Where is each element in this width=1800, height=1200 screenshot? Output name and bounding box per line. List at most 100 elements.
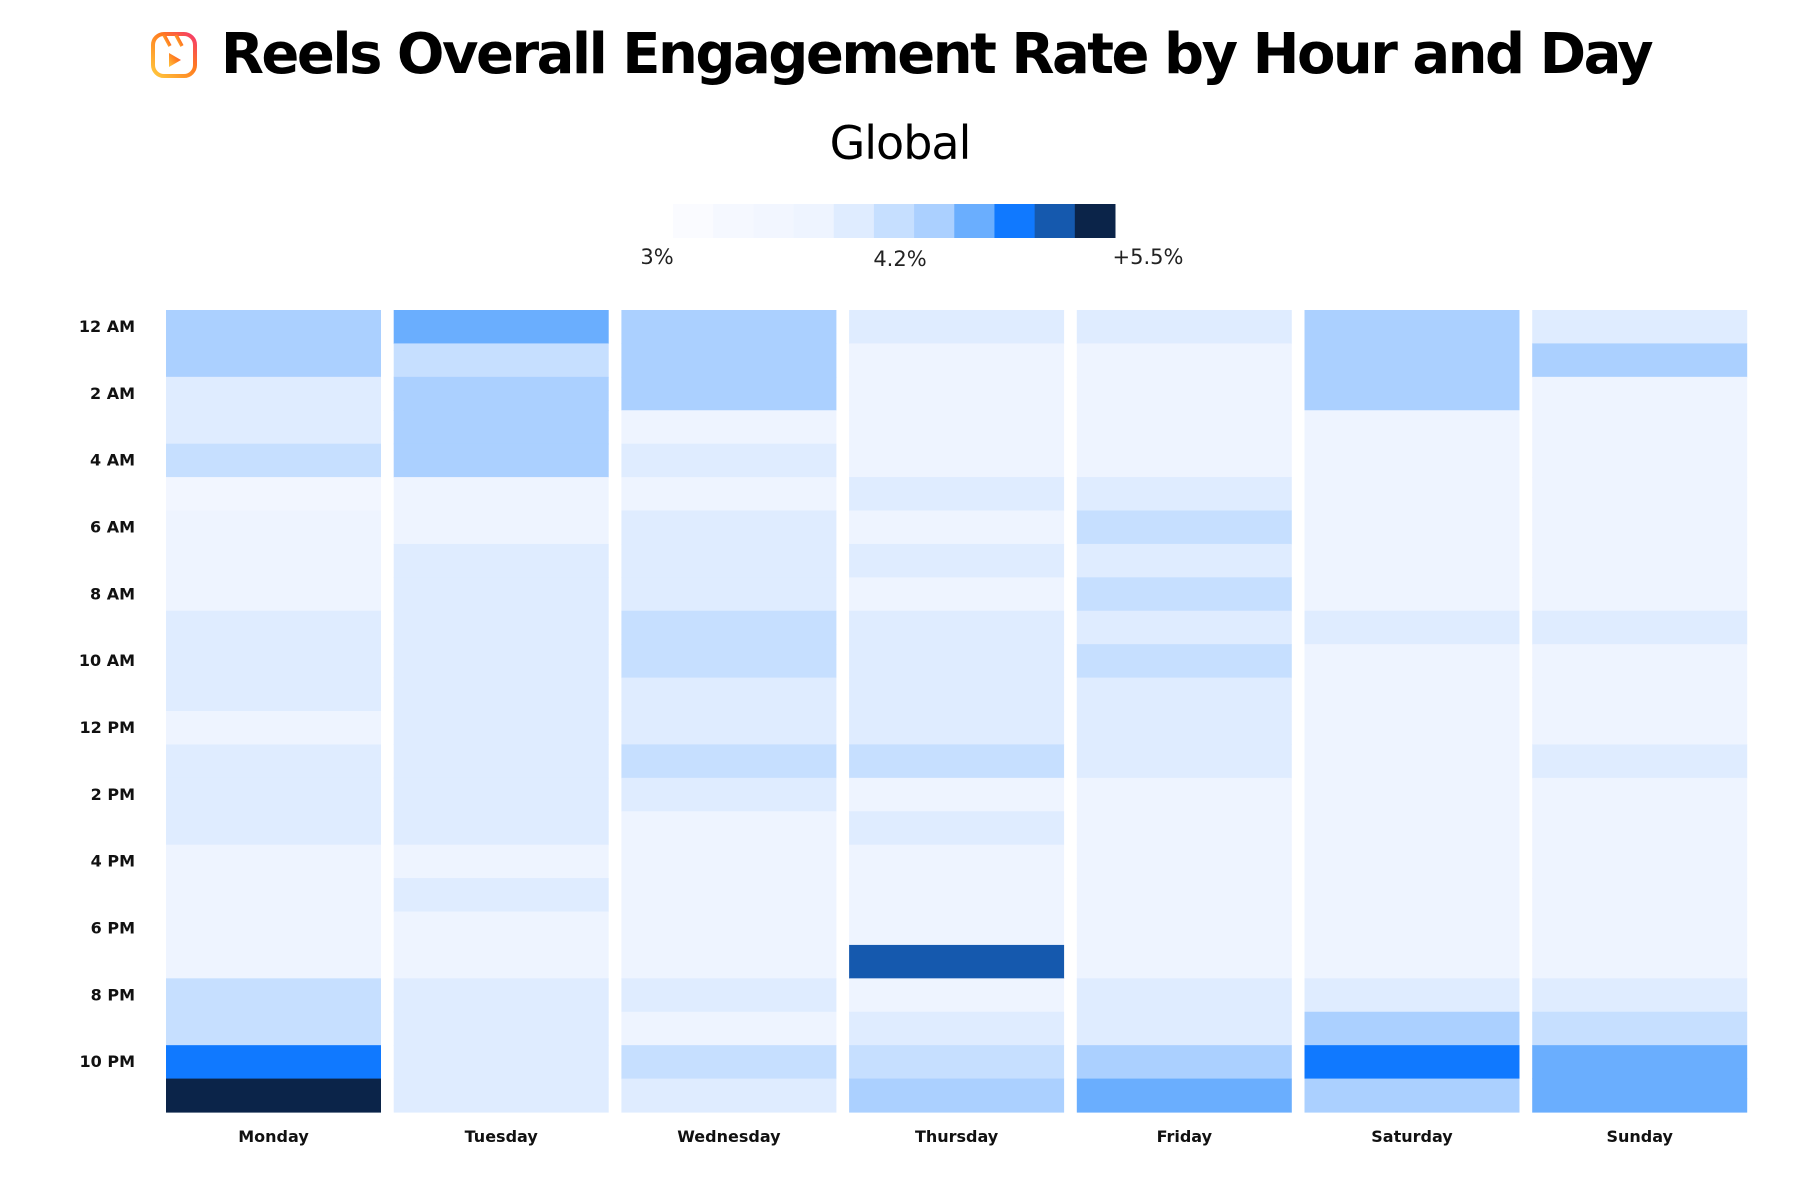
heatmap-cell-saturday-4 xyxy=(1304,443,1520,478)
heatmap-cell-sunday-1 xyxy=(1532,343,1748,378)
heatmap-cell-friday-14 xyxy=(1076,777,1292,812)
heatmap-cell-saturday-8 xyxy=(1304,577,1520,612)
heatmap-cell-thursday-20 xyxy=(849,978,1065,1013)
x-tick-label: Saturday xyxy=(1371,1127,1453,1146)
heatmap-cell-sunday-15 xyxy=(1532,811,1748,846)
heatmap-cell-sunday-13 xyxy=(1532,744,1748,779)
heatmap-cell-monday-11 xyxy=(166,677,381,712)
heatmap-cell-friday-3 xyxy=(1076,410,1292,445)
heatmap-cell-monday-19 xyxy=(166,944,381,979)
heatmap-cell-saturday-19 xyxy=(1304,944,1520,979)
x-axis: Monday Tuesday Wednesday Thursday Friday Satu… xyxy=(238,1127,1673,1146)
heatmap-cell-saturday-22 xyxy=(1304,1045,1520,1080)
heatmap-cell-saturday-13 xyxy=(1304,744,1520,779)
heatmap-cell-tuesday-5 xyxy=(393,477,609,512)
heatmap-cell-monday-8 xyxy=(166,577,381,612)
heatmap-cell-sunday-19 xyxy=(1532,944,1748,979)
heatmap-cell-sunday-18 xyxy=(1532,911,1748,946)
heatmap-cell-monday-22 xyxy=(166,1045,381,1080)
heatmap-cell-thursday-11 xyxy=(849,677,1065,712)
y-tick-label: 6 AM xyxy=(90,518,135,537)
heatmap-cell-friday-4 xyxy=(1076,443,1292,478)
heatmap-cell-monday-17 xyxy=(166,878,381,913)
heatmap-cell-sunday-12 xyxy=(1532,711,1748,746)
heatmap-cell-tuesday-13 xyxy=(393,744,609,779)
legend-swatch xyxy=(833,204,875,238)
heatmap-cell-wednesday-15 xyxy=(621,811,837,846)
heatmap-cell-monday-0 xyxy=(166,310,381,345)
heatmap-cell-saturday-0 xyxy=(1304,310,1520,345)
heatmap-cell-thursday-22 xyxy=(849,1045,1065,1080)
heatmap-cell-sunday-10 xyxy=(1532,644,1748,679)
heatmap-cell-thursday-9 xyxy=(849,610,1065,645)
heatmap-cell-friday-5 xyxy=(1076,477,1292,512)
heatmap-cell-wednesday-23 xyxy=(621,1078,837,1113)
heatmap-cell-friday-7 xyxy=(1076,543,1292,578)
heatmap-cell-monday-4 xyxy=(166,443,381,478)
heatmap-cell-sunday-6 xyxy=(1532,510,1748,545)
heatmap-cell-wednesday-14 xyxy=(621,777,837,812)
heatmap-cell-wednesday-13 xyxy=(621,744,837,779)
heatmap-cell-thursday-17 xyxy=(849,878,1065,913)
heatmap-cell-thursday-15 xyxy=(849,811,1065,846)
heatmap-cell-friday-16 xyxy=(1076,844,1292,879)
heatmap-cell-thursday-12 xyxy=(849,711,1065,746)
heatmap-cell-saturday-6 xyxy=(1304,510,1520,545)
heatmap-cell-monday-16 xyxy=(166,844,381,879)
y-tick-label: 12 PM xyxy=(80,718,135,737)
y-tick-label: 10 PM xyxy=(80,1052,135,1071)
heatmap-cell-thursday-21 xyxy=(849,1011,1065,1046)
y-tick-label: 8 PM xyxy=(91,985,135,1004)
x-tick-label: Thursday xyxy=(915,1127,999,1146)
heatmap-cell-friday-18 xyxy=(1076,911,1292,946)
y-tick-label: 4 AM xyxy=(90,451,135,470)
heatmap-cell-thursday-0 xyxy=(849,310,1065,345)
heatmap-cell-thursday-7 xyxy=(849,543,1065,578)
y-tick-label: 4 PM xyxy=(91,852,135,871)
legend-label-mid: 4.2% xyxy=(873,247,926,271)
heatmap-cell-monday-21 xyxy=(166,1011,381,1046)
heatmap-cell-saturday-11 xyxy=(1304,677,1520,712)
heatmap-cell-wednesday-0 xyxy=(621,310,837,345)
heatmap-cell-friday-0 xyxy=(1076,310,1292,345)
heatmap-cell-wednesday-12 xyxy=(621,711,837,746)
heatmap-cell-sunday-7 xyxy=(1532,543,1748,578)
heatmap-cell-wednesday-17 xyxy=(621,878,837,913)
heatmap-cell-friday-13 xyxy=(1076,744,1292,779)
heatmap-cell-wednesday-11 xyxy=(621,677,837,712)
heatmap-cell-saturday-5 xyxy=(1304,477,1520,512)
heatmap-cell-wednesday-7 xyxy=(621,543,837,578)
heatmap-cell-tuesday-14 xyxy=(393,777,609,812)
heatmap-cell-saturday-17 xyxy=(1304,878,1520,913)
heatmap-cell-monday-1 xyxy=(166,343,381,378)
heatmap-cell-monday-12 xyxy=(166,711,381,746)
heatmap-cell-wednesday-18 xyxy=(621,911,837,946)
heatmap-cell-friday-1 xyxy=(1076,343,1292,378)
heatmap-cell-thursday-18 xyxy=(849,911,1065,946)
heatmap-cell-sunday-14 xyxy=(1532,777,1748,812)
chart-title: Reels Overall Engagement Rate by Hour an… xyxy=(220,22,1654,87)
y-tick-label: 12 AM xyxy=(79,317,135,336)
heatmap-cell-wednesday-1 xyxy=(621,343,837,378)
heatmap-cell-saturday-7 xyxy=(1304,543,1520,578)
heatmap-cell-wednesday-8 xyxy=(621,577,837,612)
heatmap-cell-monday-14 xyxy=(166,777,381,812)
heatmap-cell-tuesday-17 xyxy=(393,878,609,913)
heatmap-cell-monday-2 xyxy=(166,376,381,411)
heatmap-cell-monday-3 xyxy=(166,410,381,445)
heatmap-cell-thursday-14 xyxy=(849,777,1065,812)
heatmap-cell-tuesday-12 xyxy=(393,711,609,746)
heatmap-cell-monday-15 xyxy=(166,811,381,846)
heatmap-cell-saturday-21 xyxy=(1304,1011,1520,1046)
y-tick-label: 2 AM xyxy=(90,384,135,403)
heatmap-cell-wednesday-4 xyxy=(621,443,837,478)
y-tick-label: 2 PM xyxy=(91,785,135,804)
x-tick-label: Monday xyxy=(238,1127,309,1146)
legend-swatch xyxy=(673,204,714,238)
heatmap-cell-wednesday-20 xyxy=(621,978,837,1013)
heatmap-cell-tuesday-9 xyxy=(393,610,609,645)
heatmap-cell-tuesday-4 xyxy=(393,443,609,478)
heatmap-cells xyxy=(166,310,1748,1113)
heatmap-cell-friday-10 xyxy=(1076,644,1292,679)
